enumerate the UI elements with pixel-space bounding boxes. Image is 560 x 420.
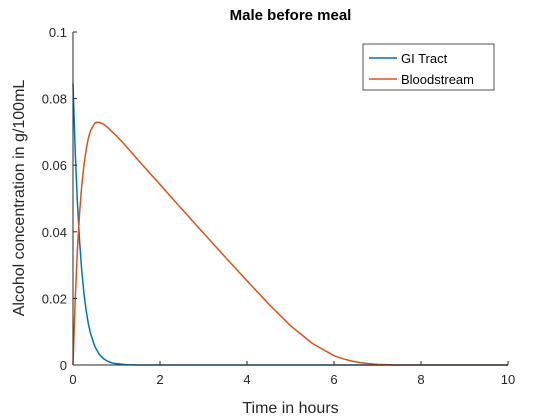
legend-label-gi-tract: GI Tract bbox=[401, 51, 448, 66]
y-axis-label: Alcohol concentration in g/100mL bbox=[11, 80, 28, 317]
legend-box bbox=[362, 43, 495, 91]
y-tick-label: 0 bbox=[60, 358, 67, 373]
x-tick-label: 6 bbox=[330, 372, 337, 387]
x-tick-label: 2 bbox=[156, 372, 163, 387]
x-tick-label: 8 bbox=[417, 372, 424, 387]
axes bbox=[72, 32, 508, 366]
y-tick-label: 0.04 bbox=[42, 225, 67, 240]
x-axis-label: Time in hours bbox=[242, 400, 338, 417]
y-tick-label: 0.02 bbox=[42, 291, 67, 306]
y-tick-label: 0.06 bbox=[42, 158, 67, 173]
x-tick-label: 10 bbox=[501, 372, 515, 387]
y-tick-label: 0.08 bbox=[42, 92, 67, 107]
legend: GI Tract Bloodstream bbox=[362, 43, 495, 91]
x-tick-label: 0 bbox=[69, 372, 76, 387]
legend-label-bloodstream: Bloodstream bbox=[401, 72, 474, 87]
y-tick-label: 0.1 bbox=[49, 25, 67, 40]
ticks: 0 2 4 6 8 10 0 0.02 0.04 0.06 0.08 0.1 bbox=[42, 25, 516, 387]
chart-title: Male before meal bbox=[230, 7, 352, 24]
x-tick-label: 4 bbox=[243, 372, 250, 387]
